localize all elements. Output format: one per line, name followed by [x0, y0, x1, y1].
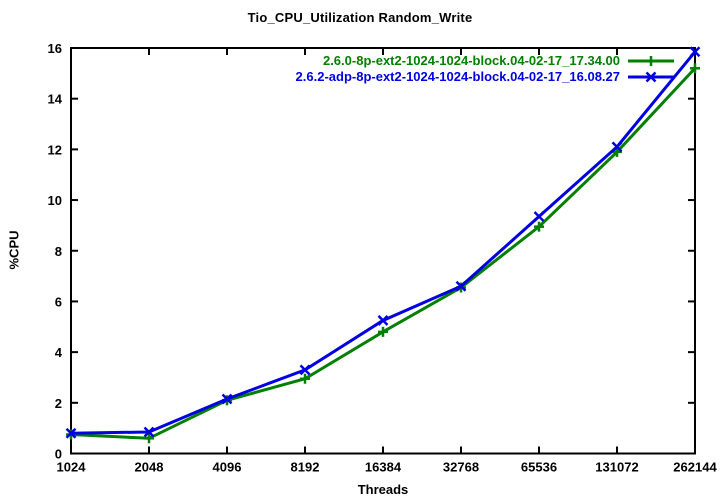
y-tick-label: 14 — [48, 92, 63, 107]
series-0-point-marker — [300, 373, 310, 384]
series-1-point-marker — [221, 393, 233, 405]
y-tick-label: 12 — [48, 142, 62, 157]
x-tick-label: 2048 — [135, 460, 164, 475]
series-1-point-marker — [689, 46, 701, 58]
legend-label-series-0: 2.6.0-8p-ext2-1024-1024-block.04-02-17_1… — [322, 53, 620, 68]
legend-sample-line-series-0 — [628, 55, 674, 66]
series-line-1 — [70, 50, 697, 435]
series-1-point-marker — [455, 280, 467, 292]
legend: 2.6.0-8p-ext2-1024-1024-block.04-02-17_1… — [0, 53, 674, 84]
series-0-point-marker — [534, 221, 544, 232]
x-tick-label: 1024 — [57, 460, 87, 475]
x-tick-label: 8192 — [291, 460, 320, 475]
y-tick-label: 0 — [55, 447, 62, 462]
series-0-point-marker — [144, 433, 154, 444]
y-tick-label: 4 — [55, 345, 63, 360]
x-axis-ticks — [70, 48, 696, 454]
y-tick-label: 2 — [55, 396, 62, 411]
chart-title: Tio_CPU_Utilization Random_Write — [247, 10, 473, 25]
series-1-point-marker — [377, 315, 389, 326]
y-tick-label: 16 — [48, 41, 62, 56]
series-1-point-marker — [299, 364, 311, 376]
series-1-point-marker — [533, 211, 545, 222]
y-tick-label: 8 — [55, 244, 62, 259]
legend-entry-series-1: 2.6.2-adp-8p-ext2-1024-1024-block.04-02-… — [0, 69, 674, 84]
series-0-point-marker — [378, 326, 388, 337]
x-axis-label: Threads — [357, 482, 409, 497]
y-axis-ticks — [71, 47, 695, 455]
x-tick-label: 16384 — [365, 460, 402, 475]
plot-border — [70, 47, 696, 455]
legend-sample-line-series-1 — [628, 71, 674, 82]
x-tick-label: 32768 — [443, 460, 479, 475]
series-line-0 — [70, 67, 697, 440]
x-tick-label: 131072 — [595, 460, 638, 475]
series-0-point-marker — [690, 63, 700, 74]
series-1-point-marker — [143, 426, 155, 438]
x-tick-label: 65536 — [521, 460, 557, 475]
series-1-point-marker — [65, 427, 77, 439]
legend-sample-marker-series-0 — [646, 55, 656, 66]
x-tick-label: 4096 — [213, 460, 242, 475]
legend-sample-marker-series-1 — [645, 71, 657, 82]
series-1-point-marker — [611, 141, 623, 153]
legend-entry-series-0: 2.6.0-8p-ext2-1024-1024-block.04-02-17_1… — [0, 53, 674, 68]
y-tick-label: 6 — [55, 294, 62, 309]
x-tick-label: 262144 — [673, 460, 717, 475]
legend-label-series-1: 2.6.2-adp-8p-ext2-1024-1024-block.04-02-… — [295, 69, 620, 84]
y-tick-label: 10 — [48, 193, 62, 208]
